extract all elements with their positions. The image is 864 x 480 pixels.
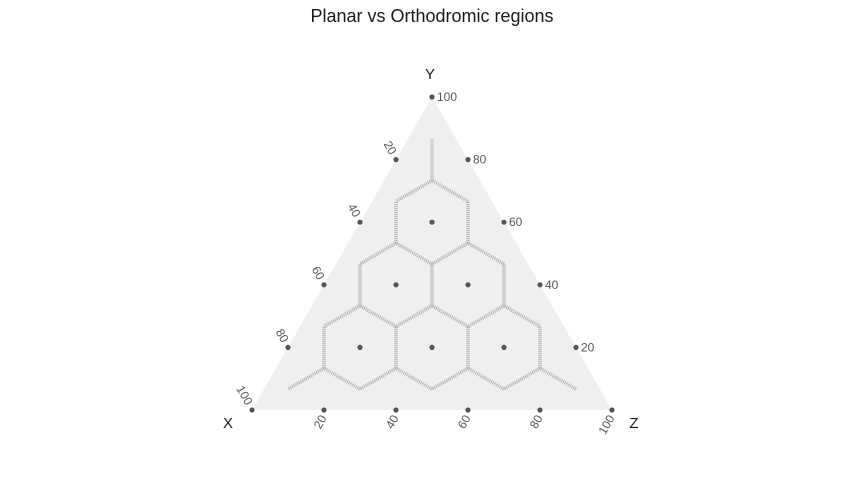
tick-label-y: 100 [437,90,457,104]
region-boundary [395,178,433,203]
region-boundary [323,304,361,329]
data-point [465,282,471,288]
data-point [357,344,363,350]
data-point [501,344,507,350]
data-point [393,407,399,413]
data-point [465,407,471,413]
axis-label-x: X [223,415,233,432]
region-boundary [359,304,397,329]
tick-label-x: 100 [233,383,255,408]
tick-label-x: 60 [309,264,328,283]
tick-label-z: 60 [455,412,474,431]
axis-label-z: Z [629,415,638,432]
tick-label-z: 40 [383,412,402,431]
tick-label-y: 60 [509,215,523,229]
axis-label-y: Y [425,66,435,83]
region-boundary [395,241,433,266]
data-point [537,407,543,413]
tick-label-x: 20 [381,139,400,158]
region-boundary [467,304,505,329]
region-boundary [539,366,577,391]
region-boundary [359,241,397,266]
region-boundary [431,241,469,266]
region-boundary [431,366,469,391]
data-point [357,219,363,225]
data-point [429,94,435,100]
chart-title: Planar vs Orthodromic regions [310,6,554,26]
region-boundary [287,366,325,391]
region-boundary [431,304,469,329]
data-point [321,407,327,413]
data-point [321,282,327,288]
tick-label-x: 40 [345,201,364,220]
tick-label-y: 40 [545,278,559,292]
region-boundary [395,366,433,391]
ternary-background [252,97,612,410]
data-point [537,282,543,288]
data-point [465,157,471,163]
region-boundary [503,304,541,329]
data-point [501,219,507,225]
data-point [249,407,255,413]
region-boundary [467,366,505,391]
tick-label-z: 20 [311,412,330,431]
tick-label-y: 80 [473,153,487,167]
tick-label-x: 80 [273,326,292,345]
data-point [609,407,615,413]
data-point [393,157,399,163]
data-point [429,344,435,350]
tick-label-z: 80 [527,412,546,431]
region-boundary [431,178,469,203]
tick-label-y: 20 [581,340,595,354]
data-point [573,344,579,350]
data-point [393,282,399,288]
data-point [285,344,291,350]
data-point [429,219,435,225]
region-boundary [395,304,433,329]
region-boundary [323,366,361,391]
region-boundary [359,366,397,391]
region-boundary [467,241,505,266]
region-boundary [503,366,541,391]
tick-label-z: 100 [595,412,617,437]
